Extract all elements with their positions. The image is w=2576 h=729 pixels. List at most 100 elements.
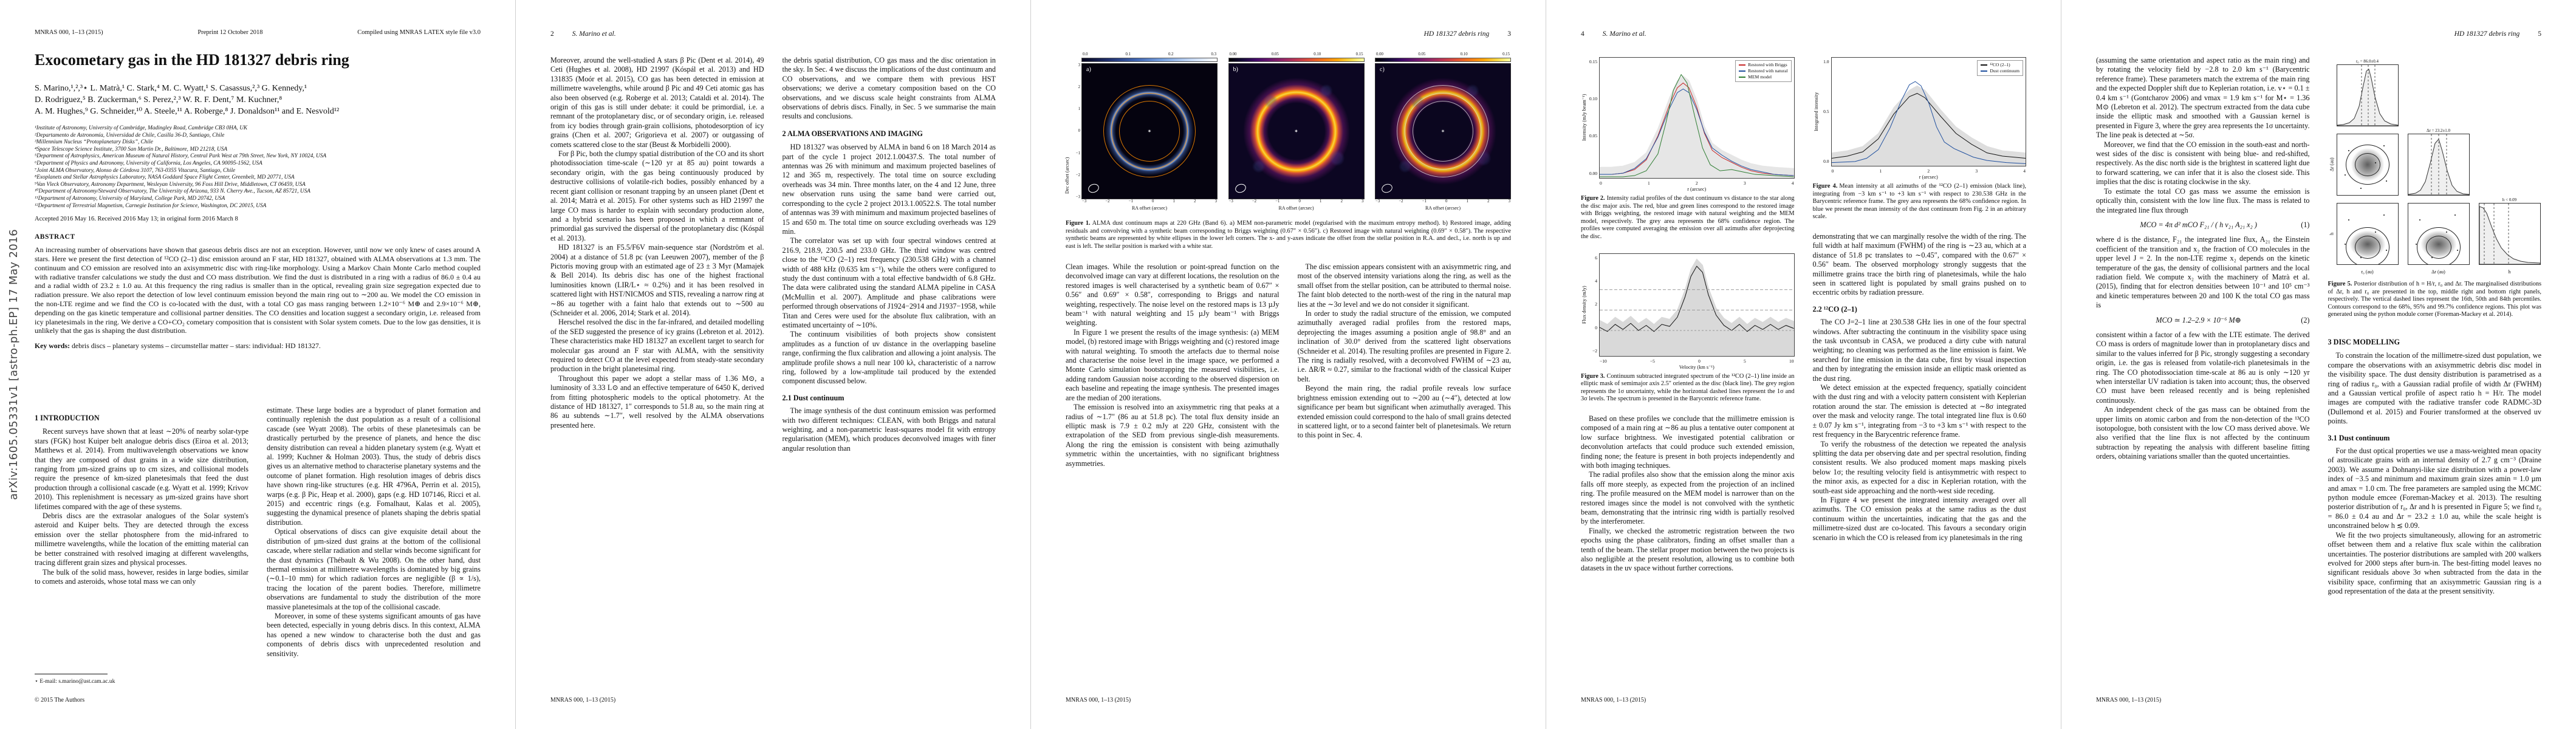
page-footer: MNRAS 000, 1–13 (2015) [1066,697,1131,703]
x-axis-label: r (arcsec) [1687,187,1707,192]
page-footer: © 2015 The Authors [35,697,84,703]
page-number: 5 [2538,30,2541,38]
journal-reference: MNRAS 000, 1–13 (2015) [35,29,103,36]
plot-legend: ¹²CO (2–1) Dust continuum [1977,60,2023,76]
tick: −10 [1600,358,1607,364]
paragraph: We detect emission at the expected frequ… [1812,383,2027,439]
caption-text: Posterior distribution of h = H/r, r₀ an… [2328,281,2542,318]
tick: −3 [1228,199,1233,204]
paragraph: An independent check of the gas mass can… [2096,405,2310,461]
paragraph: To constrain the location of the millime… [2328,351,2542,426]
histogram-panel [2336,64,2399,126]
paragraph: Based on these profiles we conclude that… [1581,414,1795,470]
y-axis-label: h [2328,233,2334,235]
beam-ellipse [1087,182,1100,194]
figure-3-caption: Figure 3. Continuum subtracted integrated… [1581,373,1795,403]
paragraph: In Figure 1 we present the results of th… [1066,327,1279,402]
tick: 3 [1078,63,1080,67]
tick: 2 [1595,301,1597,307]
tick: 3 [1508,199,1510,204]
posterior-title: r₀ = 86.0±0.4 [2355,59,2379,64]
section-heading: 2 ALMA OBSERVATIONS AND IMAGING [782,129,923,138]
beam-ellipse [1233,182,1247,194]
column-right: estimate. These large bodies are a bypro… [267,406,481,686]
caption-text: Continuum subtracted integrated spectrum… [1581,372,1795,403]
tick: 0 [1698,358,1701,364]
tick: 2 [1078,85,1080,90]
text-columns: (assuming the same orientation and aspec… [2096,56,2541,691]
legend-swatch [1739,70,1746,72]
paragraph: consistent within a factor of a few with… [2096,330,2310,405]
keywords-label: Key words: [35,341,70,351]
affil: ¹Institute of Astronomy, University of C… [35,125,248,131]
paragraph: demonstrating that we can marginally res… [1812,231,2027,297]
column-left: Intensity (mJy beam⁻¹) Restored with Bri… [1581,56,1795,691]
tick: 1 [1879,168,1882,174]
column-left: 1 INTRODUCTION Recent surveys have shown … [35,406,248,686]
paragraph: The correlator was set up with four spec… [782,236,996,329]
tick: 0 [1831,168,1834,174]
tick: −2 [1105,199,1110,204]
caption-text: ALMA dust continuum maps at 220 GHz (Ban… [1066,220,1511,250]
confidence-contour [2345,227,2389,264]
paragraph: Optical observations of discs can give e… [267,527,481,611]
mcmc-outlier-dots [2348,150,2349,151]
tick: 0.15 [1355,52,1363,56]
tick: 6 [1595,255,1597,261]
posterior-2d-panel [2336,134,2399,196]
abstract-text: An increasing number of observations hav… [35,245,481,335]
legend-swatch [1739,64,1746,66]
y-axis-ticks: 1.0 0.5 0.0 [1818,57,1829,166]
star-marker-icon: ✶ [1147,128,1152,134]
contour-ring [1397,85,1489,177]
abstract-label: ABSTRACT [35,233,75,241]
tick: 2 [1340,199,1343,204]
accepted-line: Accepted 2016 May 16. Received 2016 May … [35,216,238,223]
x-axis-label: h [2508,269,2511,275]
paragraph: In order to study the radial structure o… [1297,309,1512,383]
tick: 5 [1744,358,1746,364]
tick: −1 [1075,151,1080,156]
histogram-panel [2478,203,2541,265]
paper-title: Exocometary gas in the HD 181327 debris … [35,51,349,69]
author-list: S. Marino,¹,²,³⋆ L. Matrà,¹ C. Stark,⁴ M… [35,83,481,117]
posterior-title: h < 0.09 [2502,197,2517,202]
page1-header: MNRAS 000, 1–13 (2015) Preprint 12 Octob… [35,29,481,36]
paragraph: For the dust optical properties we use a… [2328,447,2542,530]
tick: 0 [1152,199,1154,204]
tick: 3 [1975,168,1978,174]
figure-1-ylabel: Dec offset (arcsec) [1064,157,1070,194]
tick: 0.1 [1125,52,1131,56]
caption-text: Mean intensity at all azimuths of the ¹²… [1812,183,2027,221]
affil: ⁶Department of Physics and Astronomy, Un… [35,160,262,166]
x-axis-ticks: 0 1 2 3 4 [1599,179,1795,186]
tick: 0 [1078,129,1080,134]
paragraph: The emission is resolved into an axisymm… [1066,403,1279,468]
running-authors: S. Marino et al. [1602,30,1646,38]
panel-letter: a) [1086,66,1091,73]
affil: ⁴Space Telescope Science Institute, 3700… [35,146,228,152]
tick: −3 [1075,194,1080,199]
posterior-2d-panel [2407,203,2470,265]
figure-4: Integrated intensity ¹²CO (2–1) Dust cont… [1812,56,2027,227]
tick: 10 [1789,358,1794,364]
paragraph: Beyond the main ring, the radial profile… [1297,384,1512,440]
paragraph: Finally, we checked the astrometric regi… [1581,526,1795,573]
tick: 0.10 [1460,52,1468,56]
tick: 4 [1791,180,1794,186]
paragraph: The bulk of the solid mass, however, res… [35,567,248,586]
paragraph: Clean images. While the resolution or po… [1066,262,1279,327]
page-number: 4 [1581,30,1584,38]
running-authors: S. Marino et al. [572,30,616,38]
affil: ³Millennium Nucleus “Protoplanetary Disk… [35,139,153,146]
tick: 1 [1173,199,1175,204]
figure-3-plot [1599,253,1795,357]
author-line: A. M. Hughes,⁹ G. Schneider,¹⁰ A. Steele… [35,107,340,116]
text-columns: Moreover, around the well-studied A star… [550,56,996,691]
tick: 0.15 [1502,52,1510,56]
keywords-line: Key words: debris discs – planetary syst… [35,341,481,351]
arxiv-stamp: arXiv:1605.05331v1 [astro-ph.EP] 17 May … [7,229,20,500]
affiliation-list: ¹Institute of Astronomy, University of C… [35,125,481,210]
tick: 0.0 [1823,158,1829,164]
beam-ellipse [1380,182,1394,194]
